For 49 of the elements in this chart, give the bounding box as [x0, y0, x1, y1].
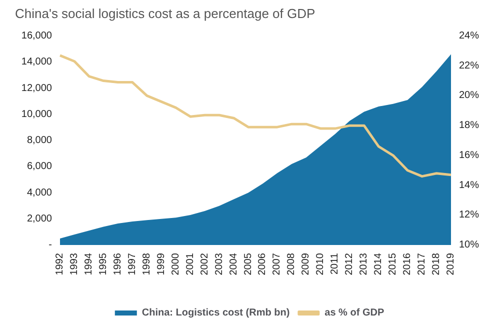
x-tick-label: 1992 [54, 252, 66, 276]
chart-title: China's social logistics cost as a percentage of GDP [15, 6, 316, 21]
x-tick-label: 2015 [388, 252, 399, 276]
x-tick-label: 1999 [156, 252, 167, 276]
y2-tick-label: 12% [459, 210, 480, 221]
legend-label: China: Logistics cost (Rmb bn) [142, 308, 290, 318]
y-tick-label: 8,000 [26, 135, 52, 146]
y-tick-label: 16,000 [21, 30, 52, 42]
x-tick-label: 2005 [242, 252, 254, 276]
x-tick-label: 2017 [416, 252, 428, 276]
legend-label: as % of GDP [324, 308, 384, 318]
x-tick-label: 2004 [228, 252, 240, 276]
y-tick-label: 6,000 [26, 161, 52, 172]
x-tick-label: 2019 [446, 252, 456, 276]
x-tick-label: 1996 [112, 252, 124, 276]
x-tick-label: 2001 [184, 252, 196, 276]
x-tick-label: 1997 [126, 252, 138, 276]
x-tick-label: 2018 [431, 252, 442, 276]
x-tick-label: 2016 [402, 252, 414, 276]
x-tick-label: 1998 [141, 252, 152, 276]
y2-tick-label: 18% [459, 120, 480, 132]
x-tick-label: 2000 [170, 252, 182, 276]
x-tick-label: 2003 [214, 252, 225, 276]
y-tick-label: 12,000 [21, 82, 52, 94]
x-tick-label: 2008 [286, 252, 298, 276]
y2-tick-label: 14% [459, 180, 480, 191]
y2-tick-label: 20% [459, 90, 480, 102]
x-tick-label: 2009 [300, 252, 312, 276]
y-tick-label: 10,000 [21, 108, 52, 120]
x-tick-label: 2007 [272, 252, 283, 276]
x-tick-label: 2012 [344, 252, 356, 276]
y2-tick-label: 24% [459, 30, 480, 42]
line-series [58, 54, 452, 178]
x-tick-label: 2011 [330, 252, 341, 275]
x-tick-label: 2006 [257, 252, 268, 276]
x-tick-label: 2013 [358, 252, 370, 276]
y2-tick-label: 16% [459, 150, 480, 161]
x-tick-label: 1993 [68, 252, 80, 276]
x-tick-label: 1994 [83, 252, 94, 276]
x-tick-label: 2014 [373, 252, 384, 276]
y-tick-label: 2,000 [26, 213, 52, 224]
y2-tick-label: 22% [459, 60, 480, 72]
y-tick-label: 4,000 [26, 187, 52, 198]
x-tick-label: 2010 [315, 252, 326, 276]
y-tick-label: - [48, 240, 52, 250]
x-tick-label: 1995 [98, 252, 109, 276]
y2-tick-label: 10% [459, 240, 480, 250]
y-tick-label: 14,000 [21, 56, 52, 68]
x-tick-label: 2002 [199, 252, 210, 276]
